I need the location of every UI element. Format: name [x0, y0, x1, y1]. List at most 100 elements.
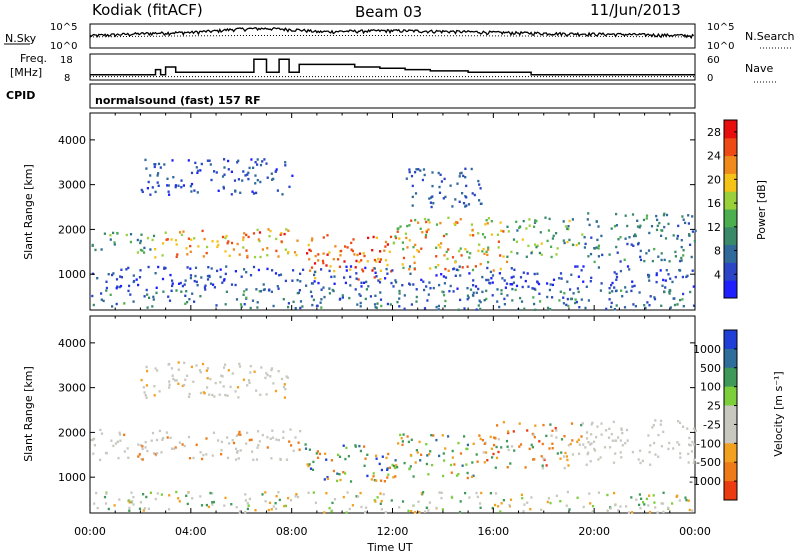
heatmap-cell — [328, 507, 331, 510]
heatmap-cell — [575, 243, 578, 247]
heatmap-cell — [279, 233, 282, 236]
heatmap-cell — [239, 449, 242, 452]
heatmap-cell — [314, 254, 317, 258]
heatmap-cell — [687, 499, 690, 502]
heatmap-cell — [654, 453, 657, 456]
heatmap-cell — [471, 228, 474, 232]
heatmap-cell — [398, 305, 401, 308]
heatmap-cell — [373, 276, 376, 279]
heatmap-cell — [116, 231, 119, 235]
heatmap-cell — [426, 299, 429, 302]
heatmap-cell — [316, 456, 320, 459]
heatmap-cell — [386, 302, 389, 306]
heatmap-cell — [636, 219, 639, 222]
heatmap-cell — [270, 367, 274, 370]
heatmap-cell — [183, 444, 186, 448]
heatmap-cell — [326, 477, 330, 480]
heatmap-cell — [230, 503, 233, 506]
heatmap-cell — [401, 443, 404, 446]
heatmap-cell — [684, 496, 687, 499]
heatmap-cell — [638, 226, 641, 229]
heatmap-cell — [591, 421, 594, 424]
heatmap-cell — [429, 201, 432, 204]
heatmap-cell — [243, 268, 246, 271]
heatmap-cell — [577, 242, 581, 245]
heatmap-cell — [520, 300, 524, 303]
heatmap-cell — [665, 269, 668, 272]
heatmap-cell — [474, 285, 478, 288]
heatmap-cell — [186, 301, 189, 304]
heatmap-cell — [349, 275, 352, 279]
heatmap-cell — [542, 423, 545, 427]
heatmap-cell — [213, 286, 216, 289]
heatmap-cell — [226, 394, 229, 397]
heatmap-cell — [166, 436, 169, 439]
heatmap-cell — [161, 277, 165, 281]
heatmap-cell — [148, 296, 151, 299]
heatmap-cell — [170, 238, 173, 241]
power-colorbar-tick-label: 20 — [707, 173, 721, 186]
heatmap-cell — [689, 243, 692, 246]
heatmap-cell — [423, 307, 427, 310]
heatmap-cell — [217, 439, 220, 442]
heatmap-cell — [127, 499, 130, 503]
heatmap-cell — [427, 228, 430, 231]
heatmap-cell — [309, 249, 312, 253]
heatmap-cell — [661, 229, 664, 232]
heatmap-cell — [531, 287, 534, 290]
heatmap-cell — [560, 438, 564, 441]
heatmap-cell — [639, 255, 642, 259]
heatmap-cell — [392, 242, 396, 245]
heatmap-cell — [664, 286, 667, 289]
heatmap-cell — [454, 261, 457, 264]
heatmap-cell — [507, 230, 510, 233]
heatmap-cell — [226, 436, 229, 439]
heatmap-cell — [322, 236, 325, 239]
heatmap-cell — [648, 231, 651, 235]
heatmap-cell — [386, 272, 389, 275]
heatmap-cell — [513, 268, 516, 271]
heatmap-cell — [676, 234, 679, 238]
heatmap-cell — [296, 239, 299, 242]
heatmap-cell — [679, 452, 682, 455]
heatmap-cell — [430, 205, 433, 209]
heatmap-cell — [424, 510, 427, 513]
heatmap-cell — [688, 508, 691, 512]
heatmap-cell — [174, 239, 178, 242]
heatmap-cell — [673, 303, 677, 307]
heatmap-cell — [259, 255, 262, 259]
heatmap-cell — [610, 227, 613, 230]
heatmap-cell — [507, 430, 510, 433]
heatmap-cell — [620, 289, 623, 292]
heatmap-cell — [537, 282, 541, 286]
heatmap-cell — [435, 246, 438, 249]
heatmap-cell — [639, 224, 642, 227]
power-colorbar-tick-label: 8 — [714, 245, 721, 258]
heatmap-cell — [200, 162, 203, 166]
heatmap-cell — [163, 163, 166, 166]
heatmap-cell — [501, 277, 504, 280]
heatmap-cell — [192, 380, 195, 383]
heatmap-cell — [166, 177, 169, 180]
heatmap-cell — [167, 190, 170, 193]
heatmap-cell — [407, 509, 410, 513]
heatmap-cell — [391, 463, 394, 467]
heatmap-cell — [208, 393, 211, 396]
heatmap-cell — [479, 262, 482, 266]
heatmap-cell — [425, 506, 428, 509]
heatmap-cell — [585, 437, 589, 440]
heatmap-cell — [372, 475, 375, 478]
heatmap-cell — [486, 459, 489, 462]
heatmap-cell — [663, 212, 666, 215]
heatmap-cell — [278, 498, 281, 502]
heatmap-cell — [392, 285, 395, 288]
heatmap-cell — [177, 361, 180, 364]
heatmap-cell — [279, 273, 283, 276]
heatmap-cell — [591, 505, 595, 508]
heatmap-cell — [500, 289, 503, 292]
heatmap-cell — [247, 177, 250, 181]
heatmap-cell — [275, 237, 278, 241]
heatmap-cell — [645, 252, 648, 255]
heatmap-cell — [564, 451, 567, 455]
heatmap-cell — [308, 248, 311, 252]
